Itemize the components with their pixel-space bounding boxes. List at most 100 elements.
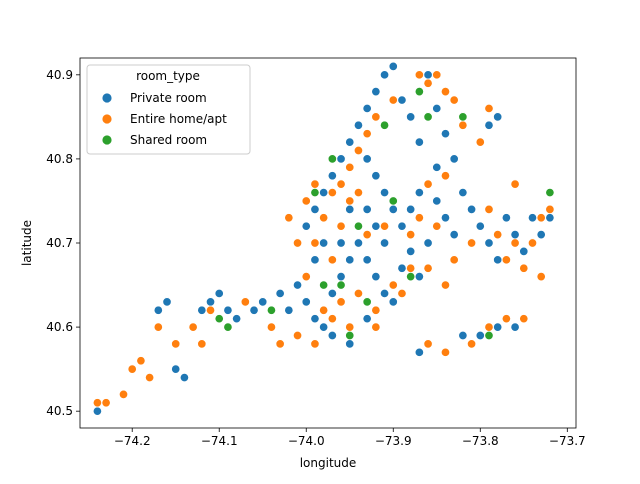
point-private-room	[380, 70, 390, 80]
point-entire-home-apt	[301, 196, 311, 206]
y-tick-label: 40.7	[46, 236, 73, 250]
point-shared-room	[423, 112, 433, 122]
point-entire-home-apt	[197, 339, 207, 349]
point-private-room	[388, 61, 398, 71]
point-entire-home-apt	[301, 272, 311, 282]
point-shared-room	[388, 196, 398, 206]
point-entire-home-apt	[536, 213, 546, 223]
point-private-room	[319, 238, 329, 248]
point-entire-home-apt	[440, 280, 451, 290]
point-entire-home-apt	[136, 356, 146, 366]
point-private-room	[301, 221, 311, 231]
point-private-room	[440, 129, 451, 139]
point-shared-room	[362, 297, 372, 307]
point-private-room	[345, 339, 355, 349]
point-entire-home-apt	[484, 204, 494, 214]
point-entire-home-apt	[310, 238, 320, 248]
point-private-room	[327, 171, 337, 181]
point-private-room	[432, 162, 442, 172]
point-shared-room	[545, 187, 555, 198]
point-private-room	[519, 246, 529, 256]
point-private-room	[336, 272, 346, 282]
x-tick-label: −74.0	[288, 434, 325, 448]
point-entire-home-apt	[545, 204, 555, 214]
point-private-room	[223, 305, 233, 315]
point-entire-home-apt	[345, 196, 355, 206]
point-entire-home-apt	[92, 398, 102, 408]
point-entire-home-apt	[449, 95, 459, 105]
point-entire-home-apt	[475, 137, 485, 147]
point-private-room	[397, 95, 407, 105]
point-private-room	[493, 112, 503, 122]
point-private-room	[432, 103, 442, 114]
point-private-room	[536, 230, 546, 240]
point-private-room	[232, 314, 242, 324]
point-private-room	[380, 187, 390, 198]
legend-title: room_type	[136, 69, 200, 83]
point-entire-home-apt	[414, 213, 424, 223]
point-private-room	[371, 221, 381, 231]
point-private-room	[440, 213, 451, 223]
point-private-room	[449, 230, 459, 240]
point-shared-room	[319, 280, 329, 290]
point-entire-home-apt	[319, 305, 329, 315]
point-entire-home-apt	[536, 272, 546, 282]
x-tick-label: −74.1	[201, 434, 238, 448]
point-private-room	[292, 280, 303, 290]
point-entire-home-apt	[484, 103, 494, 114]
point-private-room	[493, 322, 503, 332]
y-tick-label: 40.9	[46, 68, 73, 82]
point-entire-home-apt	[205, 305, 216, 315]
point-entire-home-apt	[440, 171, 451, 181]
y-tick-label: 40.6	[46, 320, 73, 334]
point-entire-home-apt	[345, 322, 355, 332]
legend: room_type Private room Entire home/apt S…	[86, 64, 251, 155]
point-entire-home-apt	[327, 187, 337, 198]
point-private-room	[484, 120, 494, 130]
point-private-room	[92, 406, 102, 416]
point-private-room	[162, 297, 172, 307]
point-private-room	[545, 213, 555, 223]
point-shared-room	[310, 187, 320, 198]
point-private-room	[179, 372, 189, 383]
point-private-room	[371, 272, 381, 282]
point-private-room	[406, 112, 416, 122]
point-entire-home-apt	[171, 339, 181, 349]
point-private-room	[406, 204, 416, 214]
point-entire-home-apt	[519, 263, 529, 273]
point-entire-home-apt	[449, 255, 459, 265]
point-entire-home-apt	[353, 145, 364, 156]
point-private-room	[249, 305, 259, 315]
point-entire-home-apt	[101, 398, 111, 408]
point-shared-room	[380, 120, 390, 130]
legend-marker-shared-room	[101, 134, 113, 146]
point-private-room	[345, 204, 355, 214]
x-tick-label: −73.9	[375, 434, 412, 448]
point-shared-room	[214, 314, 224, 324]
point-entire-home-apt	[432, 70, 442, 80]
point-entire-home-apt	[118, 389, 129, 399]
point-private-room	[327, 288, 337, 299]
point-private-room	[475, 330, 485, 341]
point-shared-room	[406, 272, 416, 282]
point-private-room	[336, 238, 346, 248]
point-shared-room	[345, 330, 355, 341]
point-entire-home-apt	[440, 347, 451, 357]
point-entire-home-apt	[362, 129, 372, 139]
point-entire-home-apt	[371, 322, 381, 332]
x-axis-label: longitude	[300, 456, 357, 470]
y-tick-label: 40.5	[46, 404, 73, 418]
point-entire-home-apt	[345, 162, 355, 172]
legend-label-entire-home: Entire home/apt	[130, 112, 227, 126]
point-private-room	[458, 330, 468, 341]
legend-label-private-room: Private room	[130, 91, 207, 105]
point-shared-room	[336, 280, 346, 290]
x-tick-label: −73.8	[462, 434, 499, 448]
point-private-room	[484, 238, 494, 248]
point-entire-home-apt	[484, 322, 494, 332]
x-axis-ticks: −74.2 −74.1 −74.0 −73.9 −73.8 −73.7	[114, 428, 586, 448]
point-shared-room	[484, 330, 494, 341]
point-entire-home-apt	[240, 297, 250, 307]
legend-marker-entire-home	[101, 113, 113, 125]
point-entire-home-apt	[440, 87, 451, 97]
